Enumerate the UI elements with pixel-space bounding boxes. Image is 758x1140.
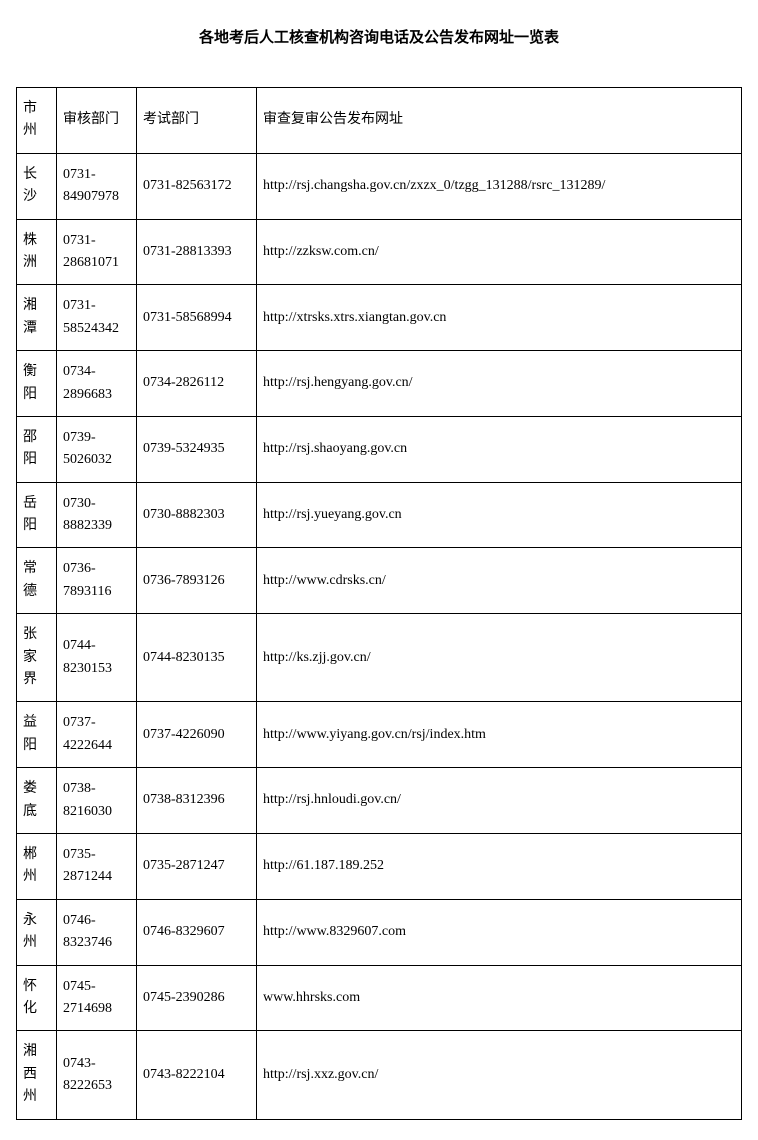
- cell-url: http://ks.zjj.gov.cn/: [257, 614, 742, 702]
- cell-url: http://rsj.xxz.gov.cn/: [257, 1031, 742, 1119]
- cell-exam: 0744-8230135: [137, 614, 257, 702]
- cell-url: http://www.cdrsks.cn/: [257, 548, 742, 614]
- cell-audit: 0737-4222644: [57, 702, 137, 768]
- table-row: 常德0736-78931160736-7893126http://www.cdr…: [17, 548, 742, 614]
- cell-city: 衡阳: [17, 351, 57, 417]
- table-row: 衡阳0734-28966830734-2826112http://rsj.hen…: [17, 351, 742, 417]
- cell-url: http://rsj.hnloudi.gov.cn/: [257, 768, 742, 834]
- cell-exam: 0731-28813393: [137, 219, 257, 285]
- cell-city: 张家界: [17, 614, 57, 702]
- cell-audit: 0736-7893116: [57, 548, 137, 614]
- table-row: 永州0746-83237460746-8329607http://www.832…: [17, 899, 742, 965]
- cell-url: http://zzksw.com.cn/: [257, 219, 742, 285]
- cell-city: 湘潭: [17, 285, 57, 351]
- table-row: 长沙0731-849079780731-82563172http://rsj.c…: [17, 153, 742, 219]
- table-row: 张家界0744-82301530744-8230135http://ks.zjj…: [17, 614, 742, 702]
- cell-city: 湘西州: [17, 1031, 57, 1119]
- cell-url: http://xtrsks.xtrs.xiangtan.gov.cn: [257, 285, 742, 351]
- cell-audit: 0731-58524342: [57, 285, 137, 351]
- table-row: 湘西州0743-82226530743-8222104http://rsj.xx…: [17, 1031, 742, 1119]
- cell-city: 株洲: [17, 219, 57, 285]
- cell-url: http://www.8329607.com: [257, 899, 742, 965]
- cell-exam: 0731-58568994: [137, 285, 257, 351]
- cell-url: http://rsj.shaoyang.gov.cn: [257, 416, 742, 482]
- cell-audit: 0731-28681071: [57, 219, 137, 285]
- table-row: 湘潭0731-585243420731-58568994http://xtrsk…: [17, 285, 742, 351]
- table-row: 娄底0738-82160300738-8312396http://rsj.hnl…: [17, 768, 742, 834]
- cell-url: http://rsj.yueyang.gov.cn: [257, 482, 742, 548]
- cell-audit: 0734-2896683: [57, 351, 137, 417]
- col-city: 市州: [17, 88, 57, 154]
- cell-url: http://rsj.changsha.gov.cn/zxzx_0/tzgg_1…: [257, 153, 742, 219]
- page-title: 各地考后人工核查机构咨询电话及公告发布网址一览表: [16, 26, 742, 47]
- cell-exam: 0737-4226090: [137, 702, 257, 768]
- cell-exam: 0738-8312396: [137, 768, 257, 834]
- table-row: 岳阳0730-88823390730-8882303http://rsj.yue…: [17, 482, 742, 548]
- table-row: 益阳0737-42226440737-4226090http://www.yiy…: [17, 702, 742, 768]
- cell-exam: 0736-7893126: [137, 548, 257, 614]
- cell-exam: 0731-82563172: [137, 153, 257, 219]
- cell-audit: 0730-8882339: [57, 482, 137, 548]
- table-row: 怀化0745-27146980745-2390286www.hhrsks.com: [17, 965, 742, 1031]
- table-row: 郴州0735-28712440735-2871247http://61.187.…: [17, 833, 742, 899]
- col-url: 审查复审公告发布网址: [257, 88, 742, 154]
- cell-city: 怀化: [17, 965, 57, 1031]
- cell-audit: 0731-84907978: [57, 153, 137, 219]
- cell-exam: 0746-8329607: [137, 899, 257, 965]
- cell-url: http://rsj.hengyang.gov.cn/: [257, 351, 742, 417]
- cell-city: 常德: [17, 548, 57, 614]
- cell-exam: 0739-5324935: [137, 416, 257, 482]
- cell-city: 娄底: [17, 768, 57, 834]
- cell-exam: 0745-2390286: [137, 965, 257, 1031]
- cell-city: 邵阳: [17, 416, 57, 482]
- table-row: 邵阳0739-50260320739-5324935http://rsj.sha…: [17, 416, 742, 482]
- cell-exam: 0735-2871247: [137, 833, 257, 899]
- cell-url: http://61.187.189.252: [257, 833, 742, 899]
- cell-city: 郴州: [17, 833, 57, 899]
- cell-city: 永州: [17, 899, 57, 965]
- cell-url: www.hhrsks.com: [257, 965, 742, 1031]
- contact-table: 市州 审核部门 考试部门 审查复审公告发布网址 长沙0731-849079780…: [16, 87, 742, 1120]
- cell-url: http://www.yiyang.gov.cn/rsj/index.htm: [257, 702, 742, 768]
- cell-audit: 0746-8323746: [57, 899, 137, 965]
- cell-city: 岳阳: [17, 482, 57, 548]
- cell-audit: 0735-2871244: [57, 833, 137, 899]
- col-exam: 考试部门: [137, 88, 257, 154]
- table-row: 株洲0731-286810710731-28813393http://zzksw…: [17, 219, 742, 285]
- table-header-row: 市州 审核部门 考试部门 审查复审公告发布网址: [17, 88, 742, 154]
- cell-exam: 0743-8222104: [137, 1031, 257, 1119]
- cell-audit: 0745-2714698: [57, 965, 137, 1031]
- cell-audit: 0739-5026032: [57, 416, 137, 482]
- col-audit: 审核部门: [57, 88, 137, 154]
- cell-exam: 0734-2826112: [137, 351, 257, 417]
- cell-audit: 0744-8230153: [57, 614, 137, 702]
- cell-exam: 0730-8882303: [137, 482, 257, 548]
- cell-audit: 0738-8216030: [57, 768, 137, 834]
- cell-city: 益阳: [17, 702, 57, 768]
- cell-city: 长沙: [17, 153, 57, 219]
- cell-audit: 0743-8222653: [57, 1031, 137, 1119]
